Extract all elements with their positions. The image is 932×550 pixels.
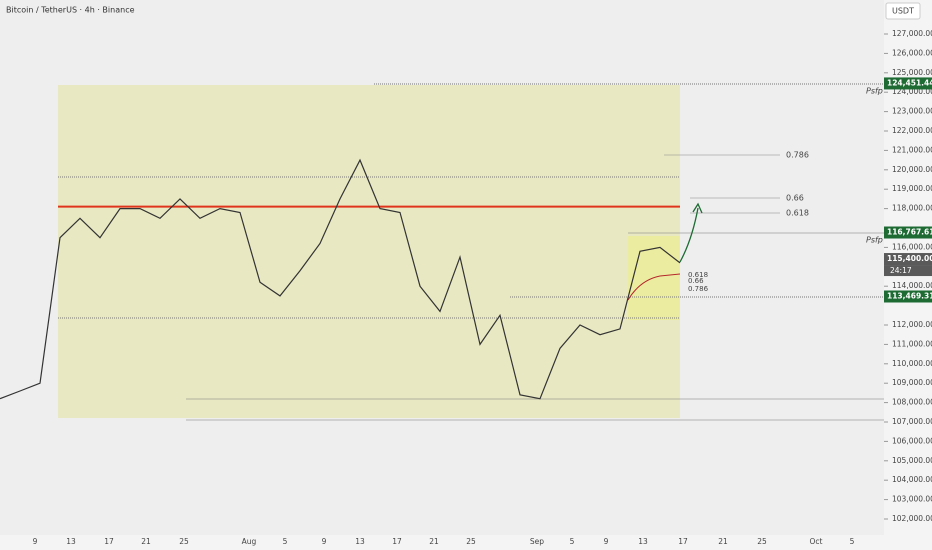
fib-label: 0.66 <box>786 194 804 203</box>
x-tick-label: 13 <box>355 537 365 546</box>
x-tick-label: 25 <box>466 537 476 546</box>
x-tick-label: 17 <box>392 537 402 546</box>
fib-label: 0.66 <box>688 277 704 285</box>
x-tick-label: 13 <box>66 537 76 546</box>
y-tick-label: 114,000.00 <box>892 281 932 290</box>
vwap-line <box>627 273 681 301</box>
fib-label: 0.786 <box>786 151 809 160</box>
y-tick-label: 110,000.00 <box>892 359 932 368</box>
x-tick-label: 21 <box>429 537 439 546</box>
y-tick-label: 119,000.00 <box>892 184 932 193</box>
x-tick-label: 9 <box>33 537 38 546</box>
y-tick-label: 108,000.00 <box>892 398 932 407</box>
countdown-tag <box>884 265 932 277</box>
y-tick-label: 116,000.00 <box>892 242 932 251</box>
currency-label[interactable]: USDT <box>892 7 914 16</box>
y-tick-label: 104,000.00 <box>892 475 932 484</box>
x-tick-label: 21 <box>141 537 151 546</box>
y-tick-label: 107,000.00 <box>892 417 932 426</box>
y-tick-label: 112,000.00 <box>892 320 932 329</box>
fib-label: 0.618 <box>688 271 708 279</box>
y-tick-label: 118,000.00 <box>892 204 932 213</box>
psfp-label: Psfp <box>866 87 883 96</box>
price-tag-label: 124,451.44 <box>887 78 932 87</box>
y-tick-label: 102,000.00 <box>892 514 932 523</box>
x-tick-label: 17 <box>678 537 688 546</box>
y-tick-label: 111,000.00 <box>892 339 932 348</box>
price-tag-label: 116,767.61 <box>887 228 932 237</box>
x-tick-label: 9 <box>604 537 609 546</box>
y-tick-label: 126,000.00 <box>892 48 932 57</box>
price-tag-label: 113,469.31 <box>887 291 932 300</box>
y-tick-label: 120,000.00 <box>892 165 932 174</box>
x-tick-label: 25 <box>179 537 189 546</box>
y-tick-label: 106,000.00 <box>892 436 932 445</box>
fib-label: 0.786 <box>688 285 709 293</box>
range-zone <box>58 85 680 418</box>
x-tick-label: 9 <box>322 537 327 546</box>
x-tick-label: Aug <box>242 537 257 546</box>
projection-arrow <box>679 207 699 263</box>
x-tick-label: Oct <box>810 537 823 546</box>
y-tick-label: 105,000.00 <box>892 456 932 465</box>
y-tick-label: 103,000.00 <box>892 495 932 504</box>
price-line <box>0 158 681 400</box>
price-tag <box>884 253 932 266</box>
time-axis <box>0 535 884 550</box>
x-tick-label: 5 <box>850 537 855 546</box>
fib-label: 0.618 <box>786 209 809 218</box>
x-tick-label: 25 <box>757 537 767 546</box>
x-tick-label: 13 <box>638 537 648 546</box>
price-tag <box>884 226 932 239</box>
y-tick-label: 109,000.00 <box>892 378 932 387</box>
countdown-label: 24:17 <box>890 266 912 275</box>
y-tick-label: 122,000.00 <box>892 126 932 135</box>
price-tag <box>884 290 932 303</box>
y-tick-label: 124,000.00 <box>892 87 932 96</box>
y-tick-label: 121,000.00 <box>892 145 932 154</box>
symbol-title: Bitcoin / TetherUS · 4h · Binance <box>6 6 135 15</box>
x-tick-label: 5 <box>570 537 575 546</box>
y-tick-label: 123,000.00 <box>892 107 932 116</box>
x-tick-label: 17 <box>104 537 114 546</box>
y-tick-label: 125,000.00 <box>892 68 932 77</box>
currency-button[interactable] <box>885 2 921 20</box>
arrow-head <box>692 202 703 214</box>
x-tick-label: Sep <box>530 537 544 546</box>
x-tick-label: 5 <box>283 537 288 546</box>
price-tag-label: 115,400.00 <box>887 254 932 263</box>
x-tick-label: 21 <box>718 537 728 546</box>
psfp-label: Psfp <box>866 236 883 245</box>
y-tick-label: 127,000.00 <box>892 29 932 38</box>
price-tag <box>884 77 932 90</box>
